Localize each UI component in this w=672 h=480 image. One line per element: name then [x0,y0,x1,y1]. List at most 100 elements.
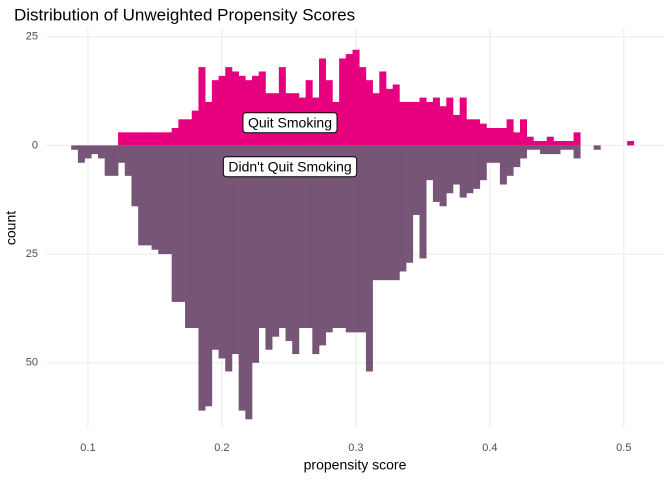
annotation-label: Didn't Quit Smoking [228,159,351,175]
bar [205,145,213,407]
bar [446,97,454,146]
bar [345,145,353,333]
bar [138,145,146,246]
bar [185,119,193,146]
bar [131,132,139,146]
bar [513,132,521,146]
bar [473,145,481,189]
bar [560,145,568,150]
bar [473,119,481,146]
bar [452,145,460,185]
bar [446,145,454,194]
bar [386,88,394,146]
bar [118,145,126,163]
bar [272,145,280,337]
bar [439,145,447,207]
bar [178,145,186,302]
bar [231,71,239,146]
y-axis-label: count [3,211,19,245]
bar [238,75,246,146]
bar [164,145,172,255]
x-tick-label: 0.2 [214,442,229,454]
bar [265,145,273,350]
bar [533,145,541,150]
bar [406,101,414,146]
bar [138,132,146,146]
bar [426,101,434,146]
bar [479,145,487,181]
bar [479,123,487,146]
bar [225,67,233,146]
x-tick-label: 0.4 [482,442,497,454]
bar [131,145,139,207]
bar [526,136,534,146]
bar [339,58,347,146]
bar [278,145,286,328]
bar [198,145,206,411]
bar [111,145,119,176]
bar [144,132,152,146]
bar [211,145,219,350]
bar [419,97,427,146]
bar [218,145,226,359]
bar [278,67,286,146]
bar [519,145,527,159]
bar [352,145,360,333]
bar [178,119,186,146]
bar [540,145,548,155]
bar [144,145,152,246]
bar [379,145,387,281]
bar [185,145,193,328]
bar [466,145,474,194]
bar [124,145,132,176]
bar [546,145,554,155]
bar [519,119,527,146]
bar [459,145,467,198]
x-tick-label: 0.1 [80,442,95,454]
bar [285,145,293,342]
bar [84,145,92,159]
bar [97,145,105,159]
bar [546,136,554,146]
bar [372,93,380,146]
bar [506,119,514,146]
bar [499,145,507,185]
bar [198,67,206,146]
bar [419,145,427,259]
bar [540,141,548,146]
annotation-box [242,112,338,134]
bar [258,71,266,146]
bar [191,145,199,328]
bar [486,145,494,163]
bar [171,145,179,302]
bar [560,141,568,146]
bar [225,145,233,372]
bar [432,145,440,202]
bar [292,145,300,355]
bar [71,145,79,150]
bar [392,145,400,281]
x-tick-label: 0.5 [616,442,631,454]
bar [466,119,474,146]
bar [459,97,467,146]
bar [339,145,347,328]
bar [252,145,260,363]
bar [573,132,581,146]
bar [573,145,581,159]
x-axis-label: propensity score [304,457,407,473]
bar [151,132,159,146]
bar [372,145,380,281]
bar [506,145,514,176]
annotation-label: Quit Smoking [248,115,332,131]
bar [218,75,226,146]
bar [151,145,159,250]
bar [412,101,420,146]
bar [77,145,85,163]
bar [332,145,340,328]
bar [205,101,213,146]
bar [365,145,373,372]
bar [238,145,246,411]
bar [406,145,414,263]
bar [359,145,367,333]
